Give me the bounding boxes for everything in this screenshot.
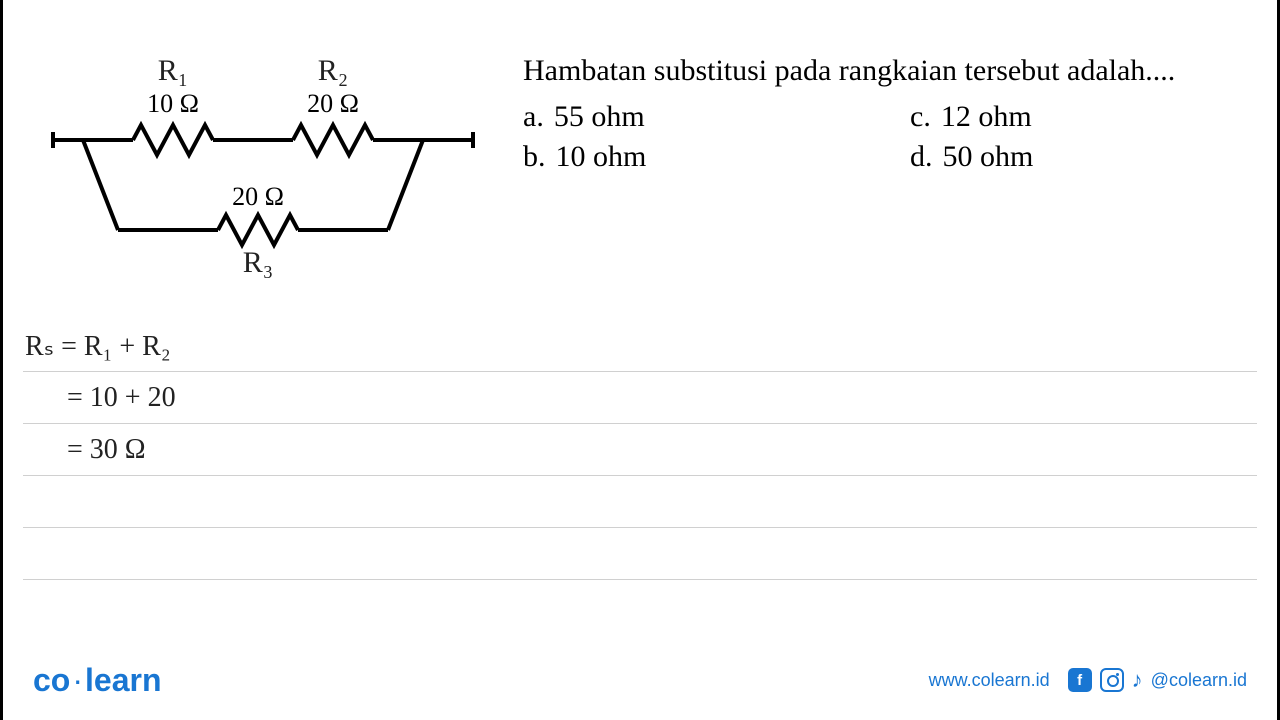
logo-learn: learn bbox=[85, 662, 161, 698]
top-row: R₁ 10 Ω R₂ 20 Ω 20 Ω R₃ Hambatan substit… bbox=[23, 40, 1257, 300]
question-text: Hambatan substitusi pada rangkaian terse… bbox=[523, 50, 1257, 92]
r2-label: R₂ bbox=[318, 54, 348, 87]
tiktok-icon: ♪ bbox=[1132, 667, 1143, 693]
option-d-text: 50 ohm bbox=[943, 140, 1034, 174]
option-a: a. 55 ohm bbox=[523, 100, 870, 134]
working-line-1: Rₛ = R₁ + R₂ bbox=[23, 320, 1257, 372]
logo-dot-icon: · bbox=[72, 662, 83, 698]
footer-right: www.colearn.id f ♪ @colearn.id bbox=[929, 667, 1247, 693]
option-d-letter: d. bbox=[910, 140, 933, 174]
r3-value: 20 Ω bbox=[232, 182, 284, 211]
instagram-icon bbox=[1100, 668, 1124, 692]
working-area: Rₛ = R₁ + R₂ = 10 + 20 = 30 Ω bbox=[23, 320, 1257, 580]
r1-label: R₁ bbox=[158, 54, 188, 87]
option-b: b. 10 ohm bbox=[523, 140, 870, 174]
working-line-2: = 10 + 20 bbox=[23, 372, 1257, 424]
working-text-1: Rₛ = R₁ + R₂ bbox=[25, 329, 171, 363]
option-c-text: 12 ohm bbox=[941, 100, 1032, 134]
option-c: c. 12 ohm bbox=[910, 100, 1257, 134]
working-line-3: = 30 Ω bbox=[23, 424, 1257, 476]
facebook-icon: f bbox=[1068, 668, 1092, 692]
r1-value: 10 Ω bbox=[147, 89, 199, 118]
footer-url: www.colearn.id bbox=[929, 670, 1050, 691]
r2-value: 20 Ω bbox=[307, 89, 359, 118]
option-a-text: 55 ohm bbox=[554, 100, 645, 134]
logo: co·learn bbox=[33, 662, 161, 699]
option-b-text: 10 ohm bbox=[556, 140, 647, 174]
circuit-diagram: R₁ 10 Ω R₂ 20 Ω 20 Ω R₃ bbox=[23, 40, 493, 300]
option-a-letter: a. bbox=[523, 100, 544, 134]
footer-handle: @colearn.id bbox=[1151, 670, 1247, 691]
social-icons: f ♪ @colearn.id bbox=[1068, 667, 1247, 693]
option-d: d. 50 ohm bbox=[910, 140, 1257, 174]
working-text-3: = 30 Ω bbox=[25, 434, 146, 466]
option-c-letter: c. bbox=[910, 100, 931, 134]
working-text-2: = 10 + 20 bbox=[25, 382, 176, 414]
r3-label: R₃ bbox=[243, 246, 273, 279]
working-line-4 bbox=[23, 476, 1257, 528]
working-line-5 bbox=[23, 528, 1257, 580]
content-area: R₁ 10 Ω R₂ 20 Ω 20 Ω R₃ Hambatan substit… bbox=[3, 0, 1277, 580]
option-b-letter: b. bbox=[523, 140, 546, 174]
logo-co: co bbox=[33, 662, 70, 698]
options-grid: a. 55 ohm c. 12 ohm b. 10 ohm d. 50 ohm bbox=[523, 100, 1257, 174]
question-section: Hambatan substitusi pada rangkaian terse… bbox=[523, 40, 1257, 300]
footer: co·learn www.colearn.id f ♪ @colearn.id bbox=[3, 640, 1277, 720]
